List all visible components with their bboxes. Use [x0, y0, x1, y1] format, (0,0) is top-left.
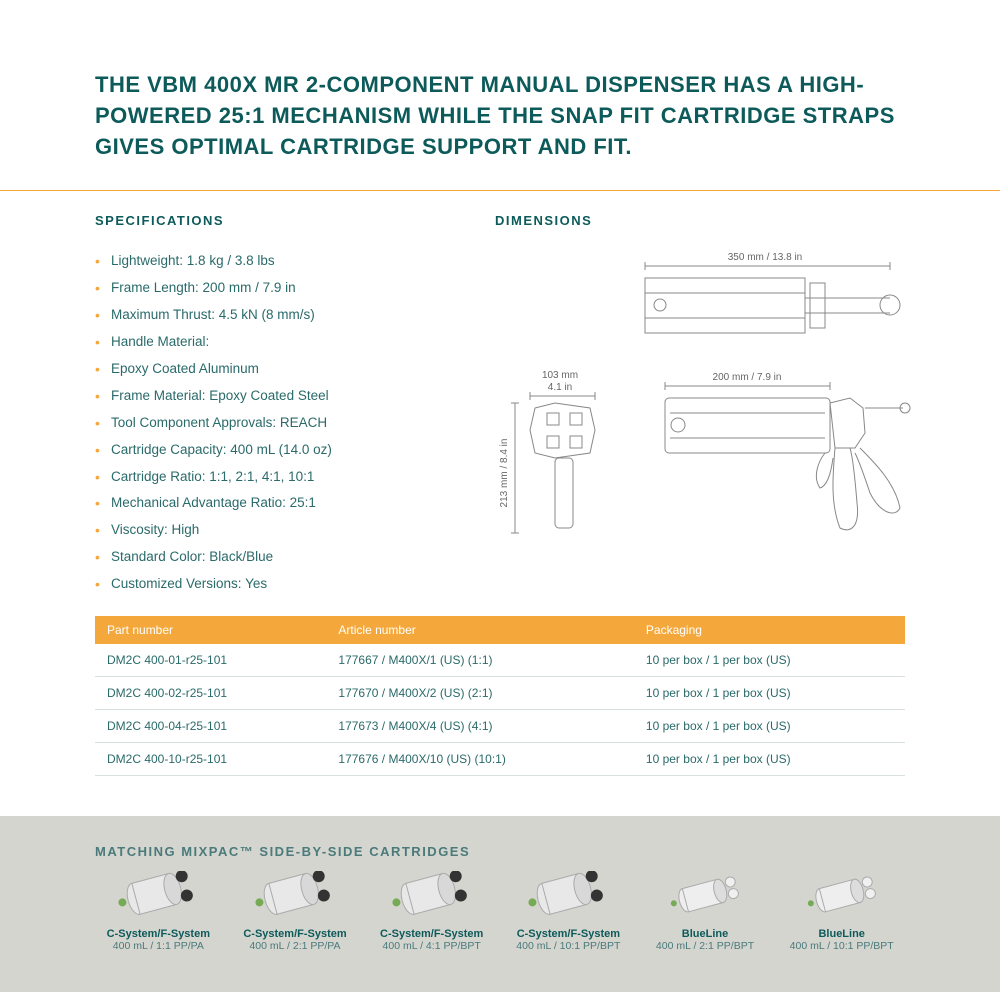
cartridge-name: C-System/F-System: [505, 928, 632, 940]
cartridge-item: C-System/F-System400 mL / 1:1 PP/PA: [95, 869, 222, 952]
table-cell: DM2C 400-02-r25-101: [95, 676, 326, 709]
table-cell: 10 per box / 1 per box (US): [634, 676, 905, 709]
page-headline: THE VBM 400X MR 2-COMPONENT MANUAL DISPE…: [95, 70, 905, 162]
cartridges-row: C-System/F-System400 mL / 1:1 PP/PAC-Sys…: [95, 869, 905, 952]
cartridge-icon: [505, 869, 632, 924]
cartridges-title: MATCHING MIXPAC™ SIDE-BY-SIDE CARTRIDGES: [95, 844, 905, 859]
table-cell: 10 per box / 1 per box (US): [634, 742, 905, 775]
cartridge-icon: [642, 869, 769, 924]
parts-table: Part numberArticle numberPackaging DM2C …: [95, 616, 905, 776]
cartridge-item: BlueLine400 mL / 2:1 PP/BPT: [642, 869, 769, 952]
table-row: DM2C 400-10-r25-101177676 / M400X/10 (US…: [95, 742, 905, 775]
table-cell: 10 per box / 1 per box (US): [634, 709, 905, 742]
spec-item: Maximum Thrust: 4.5 kN (8 mm/s): [95, 302, 465, 329]
table-cell: 10 per box / 1 per box (US): [634, 644, 905, 677]
cartridge-icon: [95, 869, 222, 924]
cartridge-name: C-System/F-System: [95, 928, 222, 940]
cartridge-icon: [778, 869, 905, 924]
table-cell: DM2C 400-04-r25-101: [95, 709, 326, 742]
spec-title: SPECIFICATIONS: [95, 213, 465, 228]
svg-text:200 mm / 7.9 in: 200 mm / 7.9 in: [713, 372, 782, 383]
cartridge-sub: 400 mL / 1:1 PP/PA: [95, 940, 222, 952]
table-header: Part number: [95, 616, 326, 644]
table-cell: 177670 / M400X/2 (US) (2:1): [326, 676, 634, 709]
table-row: DM2C 400-04-r25-101177673 / M400X/4 (US)…: [95, 709, 905, 742]
table-header: Packaging: [634, 616, 905, 644]
table-row: DM2C 400-01-r25-101177667 / M400X/1 (US)…: [95, 644, 905, 677]
cartridge-sub: 400 mL / 10:1 PP/BPT: [505, 940, 632, 952]
table-cell: DM2C 400-01-r25-101: [95, 644, 326, 677]
cartridge-item: C-System/F-System400 mL / 2:1 PP/PA: [232, 869, 359, 952]
cartridge-item: C-System/F-System400 mL / 4:1 PP/BPT: [368, 869, 495, 952]
spec-item: Customized Versions: Yes: [95, 571, 465, 598]
table-cell: DM2C 400-10-r25-101: [95, 742, 326, 775]
spec-item: Frame Length: 200 mm / 7.9 in: [95, 275, 465, 302]
spec-item: Cartridge Capacity: 400 mL (14.0 oz): [95, 437, 465, 464]
svg-text:4.1 in: 4.1 in: [548, 382, 572, 393]
table-cell: 177676 / M400X/10 (US) (10:1): [326, 742, 634, 775]
spec-item: Frame Material: Epoxy Coated Steel: [95, 383, 465, 410]
spec-list: Lightweight: 1.8 kg / 3.8 lbsFrame Lengt…: [95, 248, 465, 598]
cartridge-sub: 400 mL / 2:1 PP/PA: [232, 940, 359, 952]
spec-item: Standard Color: Black/Blue: [95, 544, 465, 571]
cartridge-name: BlueLine: [642, 928, 769, 940]
svg-text:213 mm / 8.4 in: 213 mm / 8.4 in: [499, 439, 510, 508]
cartridge-sub: 400 mL / 2:1 PP/BPT: [642, 940, 769, 952]
svg-text:350 mm / 13.8 in: 350 mm / 13.8 in: [728, 252, 802, 263]
spec-item: Cartridge Ratio: 1:1, 2:1, 4:1, 10:1: [95, 464, 465, 491]
spec-item: Viscosity: High: [95, 517, 465, 544]
divider: [0, 190, 1000, 191]
spec-item: Lightweight: 1.8 kg / 3.8 lbs: [95, 248, 465, 275]
cartridge-sub: 400 mL / 4:1 PP/BPT: [368, 940, 495, 952]
dimensions-diagram: 350 mm / 13.8 in 103 mm 4.1 in: [495, 248, 915, 548]
dims-title: DIMENSIONS: [495, 213, 915, 228]
cartridge-item: BlueLine400 mL / 10:1 PP/BPT: [778, 869, 905, 952]
svg-text:103 mm: 103 mm: [542, 370, 578, 381]
cartridge-name: C-System/F-System: [368, 928, 495, 940]
spec-item: Mechanical Advantage Ratio: 25:1: [95, 490, 465, 517]
table-cell: 177667 / M400X/1 (US) (1:1): [326, 644, 634, 677]
cartridge-icon: [232, 869, 359, 924]
cartridge-item: C-System/F-System400 mL / 10:1 PP/BPT: [505, 869, 632, 952]
cartridge-name: BlueLine: [778, 928, 905, 940]
table-row: DM2C 400-02-r25-101177670 / M400X/2 (US)…: [95, 676, 905, 709]
cartridge-sub: 400 mL / 10:1 PP/BPT: [778, 940, 905, 952]
cartridge-name: C-System/F-System: [232, 928, 359, 940]
spec-item: Epoxy Coated Aluminum: [95, 356, 465, 383]
spec-item: Handle Material:: [95, 329, 465, 356]
cartridge-icon: [368, 869, 495, 924]
spec-item: Tool Component Approvals: REACH: [95, 410, 465, 437]
table-header: Article number: [326, 616, 634, 644]
table-cell: 177673 / M400X/4 (US) (4:1): [326, 709, 634, 742]
